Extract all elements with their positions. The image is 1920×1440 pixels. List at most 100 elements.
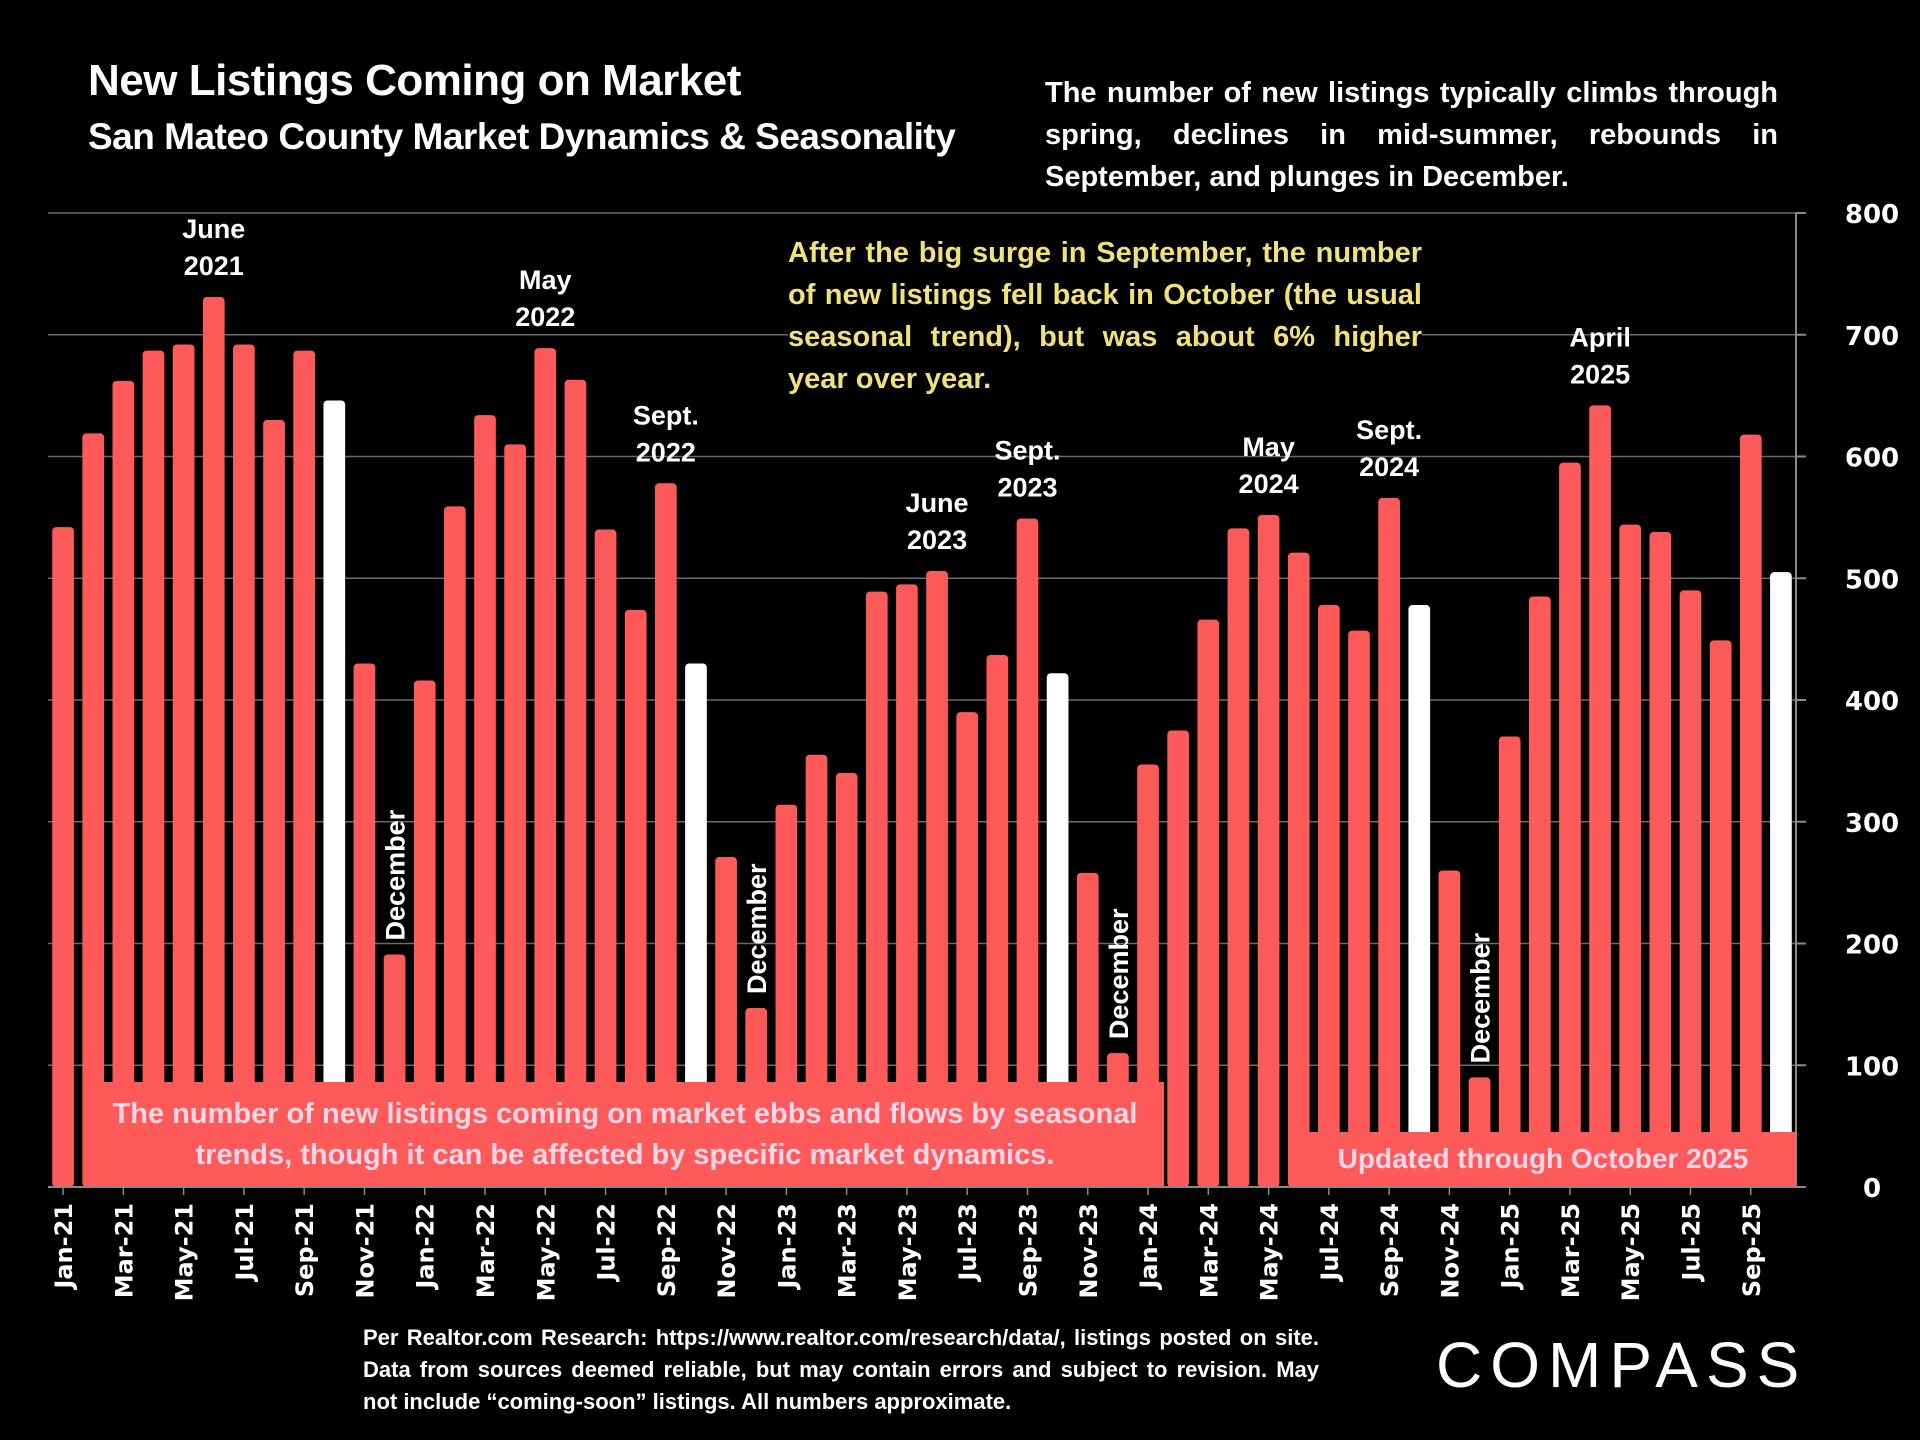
bar <box>1257 514 1280 1187</box>
annotations: June 2021 December May 2022 Sept. 2022 December… <box>182 214 1631 1063</box>
bar <box>504 444 526 1187</box>
y-tick-label: 700 <box>1845 322 1899 352</box>
bar <box>413 680 436 1187</box>
bar <box>1016 518 1039 1187</box>
annotation-label: December <box>381 809 411 940</box>
x-tick-label: Sep-23 <box>1014 1203 1042 1297</box>
x-tick-label: Mar-22 <box>472 1203 500 1298</box>
seasonal-note: The number of new listings coming on mar… <box>86 1082 1164 1186</box>
x-tick-label: Jul-23 <box>954 1203 982 1283</box>
annotation-label: April <box>1569 322 1631 352</box>
x-axis: Jan-21 Mar-21 May-21 Jul-21 Sep-21 Nov-21 Jan-… <box>50 1187 1766 1301</box>
x-tick-label: Nov-21 <box>351 1203 379 1299</box>
bar-highlight <box>1408 605 1431 1187</box>
x-tick-label: Nov-24 <box>1436 1203 1464 1299</box>
x-tick-label: Jan-24 <box>1135 1203 1163 1291</box>
annotation-label: 2024 <box>1239 469 1299 499</box>
bar <box>1649 531 1672 1187</box>
bar <box>1739 434 1762 1188</box>
bar-highlight <box>1046 673 1069 1187</box>
y-tick-label: 400 <box>1845 687 1899 717</box>
x-tick-label: Mar-21 <box>110 1203 138 1298</box>
bar <box>52 527 74 1187</box>
annotation-label: 2022 <box>515 302 575 332</box>
x-tick-label: Mar-23 <box>834 1203 862 1298</box>
annotation-label: Sept. <box>994 436 1060 466</box>
x-tick-label: Jan-23 <box>773 1203 801 1291</box>
x-tick-label: May-21 <box>171 1203 199 1301</box>
bar <box>564 379 587 1187</box>
bars <box>52 297 1792 1188</box>
annotation-label: 2021 <box>184 251 244 281</box>
annotation-label: June <box>182 214 245 244</box>
x-tick-label: Mar-25 <box>1557 1203 1585 1298</box>
bar <box>82 433 105 1187</box>
annotation-label: 2023 <box>997 473 1057 503</box>
annotation-label: May <box>1242 432 1295 462</box>
x-tick-label: May-23 <box>894 1203 922 1301</box>
bar <box>233 344 255 1187</box>
bar <box>1197 619 1220 1187</box>
y-tick-label: 200 <box>1845 931 1899 961</box>
bar <box>1137 764 1159 1187</box>
intro-text: The number of new listings typically cli… <box>1045 77 1778 193</box>
bar <box>1619 524 1642 1187</box>
bar <box>1528 596 1551 1187</box>
annotation-label: Sept. <box>633 400 699 430</box>
annotation-label: 2025 <box>1570 359 1630 389</box>
annotation-label: 2024 <box>1359 452 1419 482</box>
bar <box>142 350 165 1187</box>
y-tick-label: 800 <box>1845 200 1899 230</box>
chart-title: New Listings Coming on Market <box>88 56 741 105</box>
bar <box>353 663 376 1187</box>
bar <box>624 609 647 1187</box>
x-tick-label: Mar-24 <box>1195 1203 1223 1298</box>
bar <box>896 584 918 1187</box>
bar <box>594 529 617 1187</box>
x-tick-label: Jul-24 <box>1316 1203 1344 1283</box>
bar <box>293 350 316 1187</box>
bar <box>202 297 225 1187</box>
bar-highlight <box>1770 572 1792 1187</box>
bar <box>1559 462 1581 1187</box>
bar <box>865 591 888 1187</box>
x-tick-label: May-24 <box>1256 1203 1284 1301</box>
x-tick-label: Nov-22 <box>713 1203 741 1299</box>
annotation-label: Sept. <box>1356 415 1422 445</box>
annotation-label: 2023 <box>907 525 967 555</box>
bar <box>1287 552 1310 1187</box>
bar <box>1167 730 1190 1187</box>
y-axis: 0 100 200 300 400 500 600 700 800 <box>48 200 1899 1204</box>
annotation-label: December <box>1466 932 1496 1063</box>
bar <box>263 419 285 1188</box>
bar <box>1589 405 1611 1187</box>
annotation-label: June <box>906 488 969 518</box>
bar <box>1227 528 1250 1187</box>
bar <box>986 654 1009 1187</box>
bar <box>956 712 979 1187</box>
x-tick-label: Jan-25 <box>1497 1203 1525 1291</box>
x-tick-label: May-25 <box>1617 1203 1645 1301</box>
bar <box>474 415 496 1188</box>
x-tick-label: Nov-23 <box>1075 1203 1103 1299</box>
x-tick-label: May-22 <box>532 1203 560 1301</box>
annotation-label: December <box>1104 908 1134 1039</box>
callout-text: After the big surge in September, the nu… <box>788 232 1422 400</box>
updated-note: Updated through October 2025 <box>1290 1132 1796 1186</box>
x-tick-label: Jan-21 <box>50 1203 78 1291</box>
x-tick-label: Sep-22 <box>653 1203 681 1297</box>
x-tick-label: Sep-25 <box>1738 1203 1766 1297</box>
bar <box>1318 605 1340 1187</box>
bar-highlight <box>323 400 346 1187</box>
bar <box>1378 497 1400 1187</box>
y-tick-label: 0 <box>1863 1174 1881 1204</box>
y-tick-label: 300 <box>1845 809 1899 839</box>
x-tick-label: Sep-24 <box>1376 1203 1404 1297</box>
source-footnote: Per Realtor.com Research: https://www.re… <box>363 1325 1319 1414</box>
bar <box>1498 736 1521 1187</box>
x-tick-label: Jul-21 <box>231 1203 259 1283</box>
x-tick-label: Jan-22 <box>412 1203 440 1291</box>
bar <box>172 344 195 1187</box>
y-tick-label: 600 <box>1845 444 1899 474</box>
